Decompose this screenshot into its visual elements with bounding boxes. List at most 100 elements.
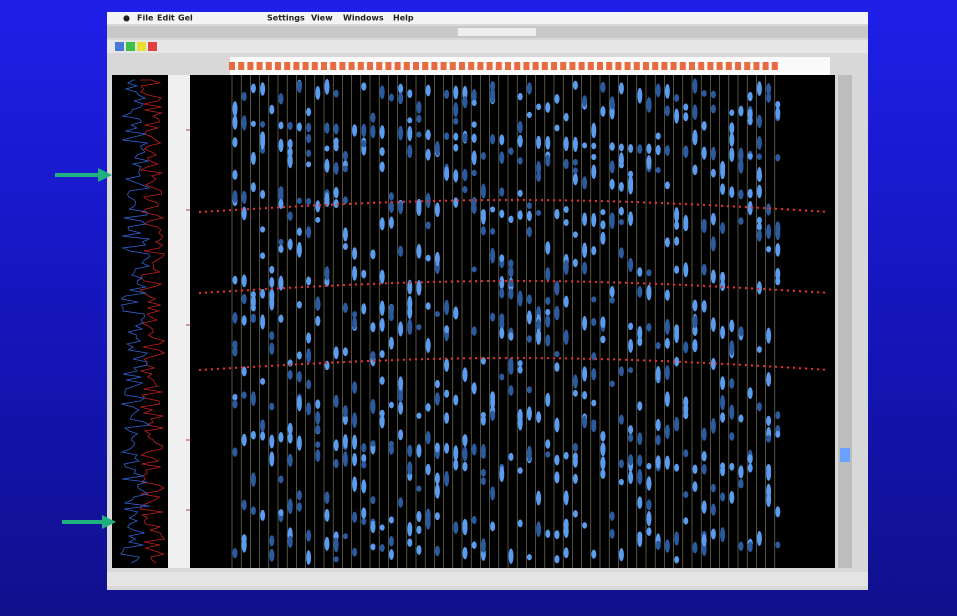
marker-dot (673, 360, 675, 362)
marker-dot (403, 359, 405, 361)
marker-dot (469, 280, 471, 282)
band (472, 197, 477, 207)
marker-dot (733, 205, 735, 207)
lane-marker (496, 62, 502, 70)
band (509, 288, 514, 299)
band (720, 412, 725, 422)
band (702, 451, 707, 461)
band (417, 444, 422, 458)
marker-dot (361, 202, 363, 204)
band (619, 207, 624, 216)
band (297, 242, 302, 258)
band (334, 439, 339, 451)
band (472, 150, 477, 165)
menu-item[interactable]: View (311, 14, 333, 23)
band (343, 434, 348, 448)
band (729, 110, 734, 116)
scroll-thumb[interactable] (840, 448, 850, 462)
band (398, 247, 403, 255)
marker-dot (463, 199, 465, 201)
marker-dot (733, 363, 735, 365)
menu-item[interactable]: Help (393, 14, 414, 23)
band (499, 288, 504, 298)
menu-item[interactable]: Edit (157, 14, 175, 23)
band (656, 419, 661, 431)
menu-item[interactable]: Settings (267, 14, 305, 23)
band (527, 227, 532, 238)
marker-dot (325, 362, 327, 364)
band (269, 451, 274, 466)
band (426, 255, 431, 262)
marker-dot (301, 363, 303, 365)
menu-item[interactable]: Gel (178, 14, 193, 23)
band (619, 479, 624, 485)
band (453, 395, 458, 406)
band (297, 490, 302, 500)
tool-button[interactable] (126, 42, 135, 51)
marker-dot (391, 282, 393, 284)
marker-dot (295, 286, 297, 288)
band (306, 550, 311, 564)
marker-dot (415, 200, 417, 202)
marker-dot (487, 357, 489, 359)
marker-dot (577, 357, 579, 359)
band (573, 259, 578, 268)
tool-button[interactable] (115, 42, 124, 51)
band (417, 413, 422, 419)
band (279, 245, 284, 253)
apple-menu[interactable]: ● (123, 14, 130, 23)
band (343, 196, 348, 204)
band (656, 455, 661, 468)
band (334, 187, 339, 199)
scrollbar[interactable] (838, 75, 852, 568)
band (463, 462, 468, 472)
band (306, 134, 311, 143)
menu-item[interactable]: File (137, 14, 154, 23)
marker-dot (355, 360, 357, 362)
band (573, 167, 578, 174)
band (647, 499, 652, 510)
marker-dot (769, 207, 771, 209)
band (297, 502, 302, 511)
band (591, 400, 596, 407)
marker-dot (409, 358, 411, 360)
band (545, 393, 550, 407)
marker-dot (661, 283, 663, 285)
band (647, 463, 652, 470)
marker-dot (823, 368, 825, 370)
band (637, 267, 642, 277)
band (499, 187, 504, 196)
marker-dot (703, 285, 705, 287)
band (545, 530, 550, 538)
band (637, 496, 642, 509)
band (444, 300, 449, 315)
lane-marker (284, 62, 290, 70)
band (269, 266, 274, 274)
band (435, 442, 440, 452)
band (343, 166, 348, 173)
band (426, 129, 431, 140)
band (297, 396, 302, 412)
tool-button[interactable] (137, 42, 146, 51)
band (637, 401, 642, 411)
band (389, 304, 394, 317)
band (417, 101, 422, 114)
marker-dot (691, 361, 693, 363)
marker-dot (661, 360, 663, 362)
marker-dot (703, 362, 705, 364)
tool-button[interactable] (148, 42, 157, 51)
band (499, 276, 504, 289)
marker-dot (223, 209, 225, 211)
band (389, 217, 394, 229)
band (288, 370, 293, 380)
menu-item[interactable]: Windows (343, 14, 384, 23)
marker-dot (211, 291, 213, 293)
band (555, 362, 560, 372)
marker-dot (331, 203, 333, 205)
band (490, 313, 495, 322)
band (260, 289, 265, 299)
band (619, 459, 624, 468)
band (739, 466, 744, 478)
marker-dot (799, 290, 801, 292)
band (242, 92, 247, 101)
